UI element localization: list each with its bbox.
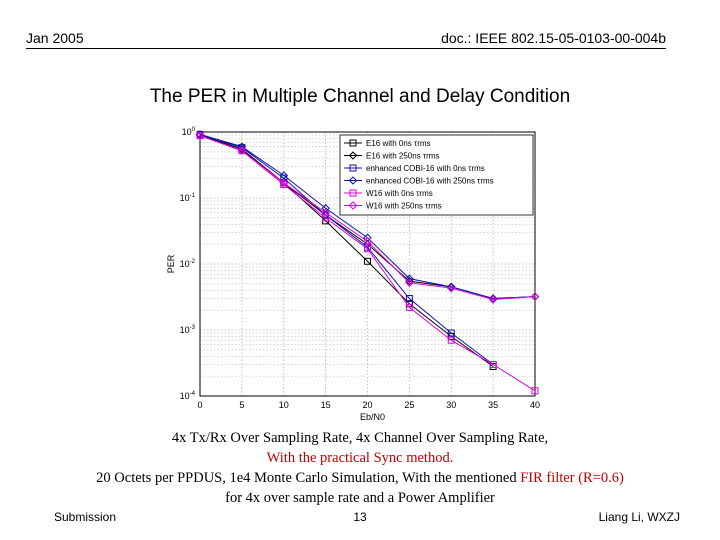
y-tick-label: 100 — [182, 127, 196, 137]
data-point-diamond — [488, 295, 498, 304]
legend-marker-diamond — [348, 201, 358, 210]
y-tick-label: 10-3 — [180, 325, 196, 335]
caption-line-3-text: 20 Octets per PPDUS, 1e4 Monte Carlo Sim… — [96, 470, 521, 486]
footer-submission: Submission — [54, 510, 117, 524]
caption-line-3: 20 Octets per PPDUS, 1e4 Monte Carlo Sim… — [0, 470, 720, 487]
caption-filter-text: FIR filter (R=0.6) — [520, 470, 624, 486]
per-chart: 0 5 10 15 20 25 30 35 40 100 10-1 10-2 10-3 10-4 PER Eb… — [150, 118, 570, 428]
legend-marker-square — [349, 164, 357, 172]
caption-line-1: 4x Tx/Rx Over Sampling Rate, 4x Channel … — [171, 430, 549, 446]
x-tick-label: 25 — [404, 400, 414, 410]
data-point-diamond — [363, 237, 372, 246]
series-line — [199, 135, 536, 300]
data-point-diamond — [237, 142, 247, 151]
x-axis-label: Eb/N0 — [360, 412, 385, 422]
caption-line-4: for 4x over sample rate and a Power Ampl… — [225, 490, 495, 506]
x-tick-label: 30 — [446, 400, 456, 410]
data-point-square — [405, 303, 413, 311]
x-tick-label: 40 — [530, 400, 540, 410]
data-point-square — [447, 329, 455, 337]
slide-title: The PER in Multiple Channel and Delay Co… — [149, 86, 571, 107]
x-tick-label: 0 — [197, 400, 202, 410]
data-point-square — [405, 295, 413, 303]
legend-box — [339, 134, 534, 216]
caption-line-2: With the practical Sync method. — [266, 450, 454, 466]
data-point-square — [322, 214, 330, 222]
data-point-diamond — [321, 208, 330, 217]
legend-label: W16 with 0ns τrms — [366, 189, 433, 198]
data-point-square — [364, 257, 371, 265]
data-point-diamond — [279, 178, 288, 187]
per-chart-svg: 0 5 10 15 20 25 30 35 40 100 10-1 10-2 10-3 10-4 PER Eb… — [166, 127, 540, 422]
data-point-diamond — [447, 283, 456, 293]
data-point-square — [447, 336, 455, 344]
y-tick-label: 10-2 — [180, 259, 196, 269]
legend-marker-square — [349, 189, 357, 197]
data-point-diamond — [405, 278, 414, 287]
legend-label: E16 with 250ns τrms — [366, 152, 439, 161]
footer-author: Liang Li, WXZJ — [598, 510, 680, 524]
x-tick-label: 20 — [362, 400, 372, 410]
data-point-diamond — [447, 282, 456, 292]
y-tick-label: 10-4 — [180, 391, 196, 401]
legend-label: enhanced COBI-16 with 0ns τrms — [366, 164, 485, 173]
legend-marker-diamond — [348, 176, 358, 185]
data-point-square — [489, 361, 497, 369]
header-doc-id: doc.: IEEE 802.15-05-0103-00-004b — [441, 30, 666, 46]
legend-label: W16 with 250ns τrms — [366, 202, 442, 211]
header-date: Jan 2005 — [26, 30, 84, 46]
legend-label: E16 with 0ns τrms — [366, 139, 431, 148]
y-axis-label: PER — [166, 254, 176, 273]
plot-frame — [199, 131, 536, 397]
series-line — [199, 133, 494, 365]
data-point-diamond — [195, 131, 205, 140]
x-tick-label: 35 — [488, 400, 498, 410]
legend-label: enhanced COBI-16 with 250ns τrms — [366, 177, 494, 186]
data-point-square — [364, 245, 371, 253]
x-tick-label: 5 — [239, 400, 244, 410]
legend-marker-diamond — [348, 151, 358, 160]
x-tick-label: 15 — [321, 400, 331, 410]
x-tick-label: 10 — [279, 400, 289, 410]
data-point-diamond — [488, 294, 498, 303]
data-point-diamond — [195, 130, 205, 139]
footer-page-number: 13 — [353, 510, 367, 524]
header-rule — [26, 48, 666, 49]
data-point-diamond — [237, 146, 247, 155]
data-point-square — [531, 387, 539, 395]
legend-marker-square — [349, 139, 357, 147]
data-point-diamond — [530, 292, 540, 301]
y-tick-label: 10-1 — [180, 193, 196, 203]
data-point-diamond — [321, 204, 330, 213]
